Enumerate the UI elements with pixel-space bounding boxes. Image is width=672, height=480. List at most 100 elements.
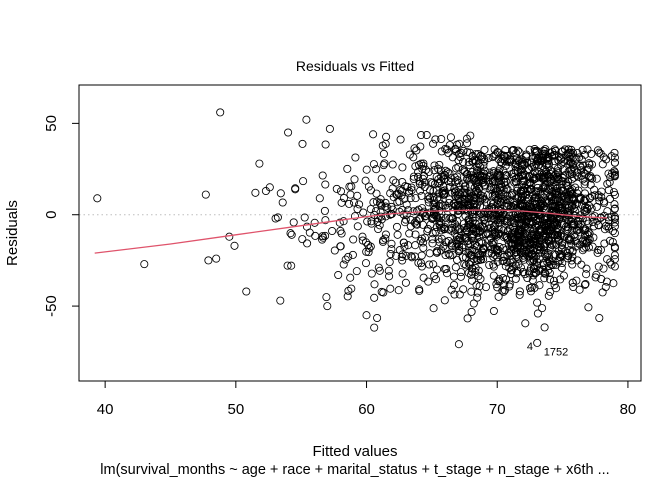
data-point — [399, 238, 408, 247]
data-point — [453, 200, 463, 209]
data-point — [605, 224, 614, 233]
data-point — [523, 273, 532, 283]
data-point — [417, 130, 426, 140]
data-point — [567, 256, 576, 265]
data-point — [466, 251, 475, 260]
data-point — [467, 307, 476, 316]
data-point — [424, 167, 433, 177]
data-point — [483, 224, 493, 233]
data-point — [545, 269, 554, 278]
x-axis-label: Fitted values — [312, 443, 397, 460]
data-point — [398, 186, 407, 195]
data-point — [610, 148, 619, 157]
data-point — [409, 172, 418, 181]
data-point — [351, 153, 360, 162]
data-point — [559, 271, 568, 280]
data-point — [242, 287, 251, 296]
data-point — [300, 213, 309, 222]
data-point — [582, 270, 591, 279]
data-point — [502, 177, 511, 186]
data-point — [540, 274, 549, 283]
data-point — [287, 261, 296, 270]
data-point — [544, 291, 553, 300]
x-tick-label: 50 — [227, 401, 244, 418]
data-point — [496, 198, 505, 207]
data-point — [419, 238, 428, 247]
data-point — [276, 189, 285, 198]
data-point — [404, 241, 413, 250]
data-point — [548, 229, 557, 238]
data-point — [367, 219, 376, 228]
data-point — [475, 238, 484, 247]
data-point — [533, 309, 542, 318]
data-point — [361, 238, 371, 247]
data-point — [439, 190, 448, 199]
data-point — [448, 214, 458, 223]
data-point — [515, 290, 524, 299]
data-point — [447, 285, 456, 294]
data-point — [517, 165, 526, 175]
data-point — [594, 262, 603, 271]
data-point — [600, 199, 609, 208]
data-point — [568, 246, 577, 255]
data-point — [546, 275, 555, 284]
data-point — [458, 253, 467, 262]
data-point — [595, 196, 604, 205]
data-point — [546, 170, 555, 179]
data-point — [406, 215, 415, 224]
data-point — [448, 250, 457, 260]
data-point — [533, 209, 542, 218]
data-point — [551, 204, 561, 213]
data-point — [485, 168, 494, 177]
data-point — [560, 192, 569, 201]
data-point — [445, 214, 454, 223]
data-point — [578, 161, 588, 170]
data-point — [358, 232, 367, 241]
data-point — [381, 139, 390, 148]
data-point — [610, 218, 619, 227]
data-point — [409, 207, 418, 216]
data-point — [401, 278, 410, 287]
data-point — [575, 214, 584, 223]
data-point — [583, 230, 592, 239]
data-point — [410, 144, 419, 153]
data-point — [489, 260, 498, 269]
data-point — [610, 200, 619, 209]
data-point — [323, 302, 332, 311]
data-point — [466, 131, 475, 140]
data-point — [567, 240, 576, 249]
data-point — [434, 175, 443, 184]
data-point — [336, 226, 345, 235]
data-point — [201, 190, 210, 199]
data-point — [469, 299, 478, 308]
data-point — [471, 267, 480, 277]
data-point — [405, 150, 414, 159]
data-point — [490, 244, 499, 253]
data-point — [603, 179, 612, 188]
data-point — [540, 323, 549, 332]
data-point — [480, 213, 489, 222]
data-point — [553, 224, 562, 233]
data-point — [298, 139, 307, 148]
data-point — [535, 281, 544, 290]
data-point — [476, 252, 485, 261]
data-point — [568, 219, 577, 228]
data-point — [528, 169, 538, 179]
data-point — [498, 286, 507, 295]
data-point — [291, 185, 300, 194]
chart-title: Residuals vs Fitted — [296, 58, 414, 74]
y-tick-label: 0 — [43, 211, 60, 219]
data-point — [409, 174, 418, 184]
data-point — [444, 249, 453, 258]
data-point — [595, 148, 604, 157]
data-point — [480, 169, 489, 178]
data-point — [353, 204, 362, 214]
data-point — [436, 213, 446, 222]
data-point — [461, 228, 470, 237]
data-point — [501, 217, 510, 226]
data-point — [337, 198, 346, 207]
data-point — [425, 193, 435, 203]
data-point — [515, 236, 524, 245]
data-point — [394, 286, 403, 295]
data-point — [546, 191, 555, 200]
